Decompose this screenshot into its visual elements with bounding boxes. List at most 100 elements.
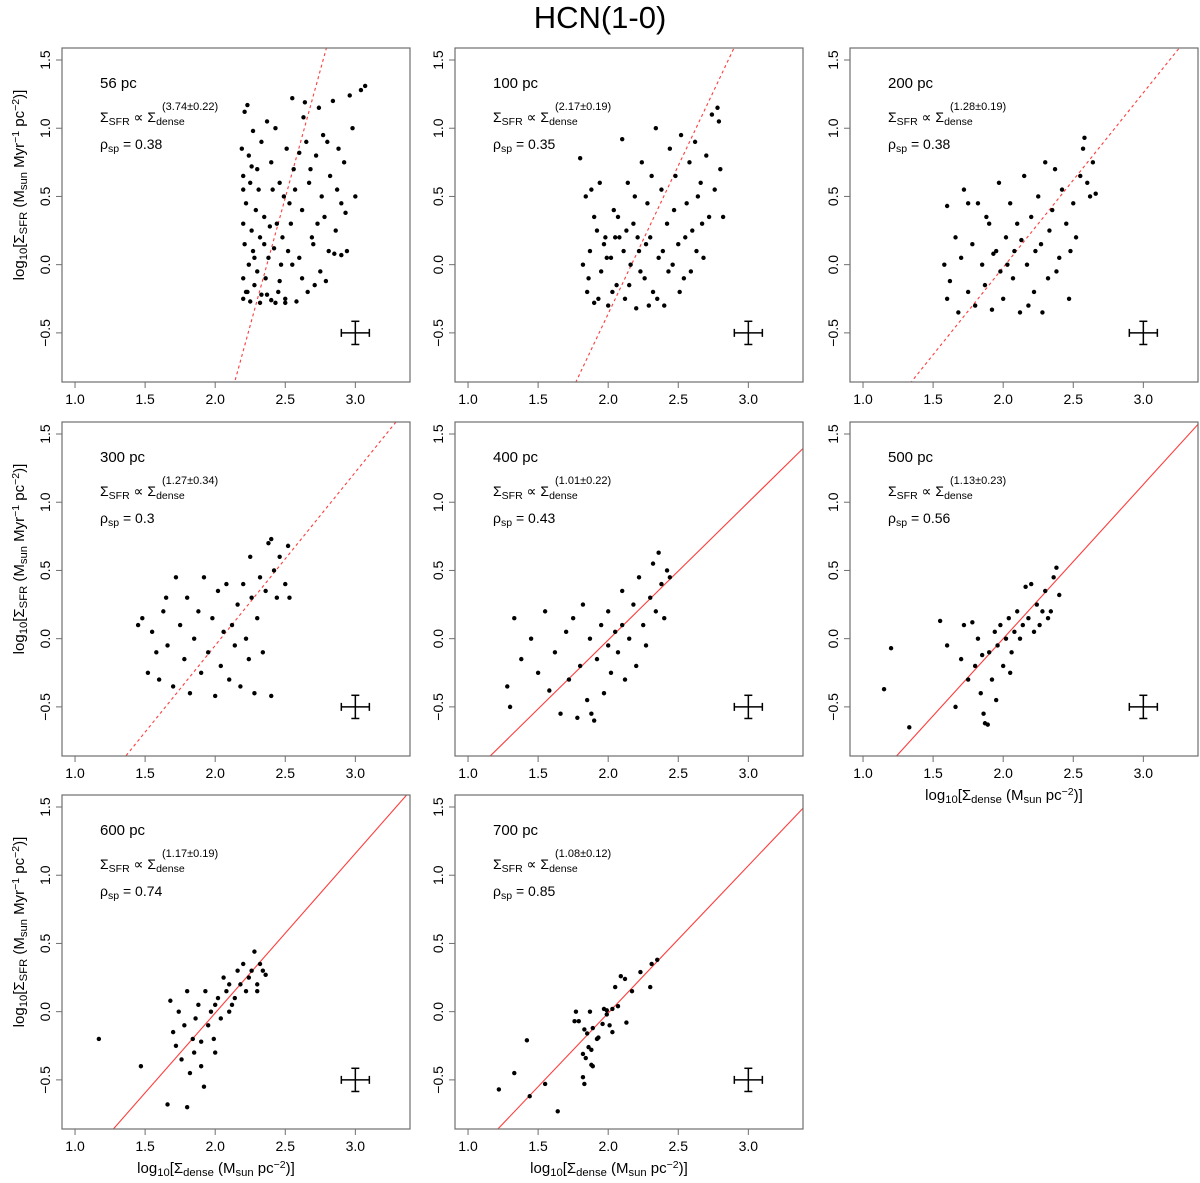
data-point: [306, 180, 312, 186]
y-tick-label: 1.5: [37, 50, 53, 70]
y-tick-label: −0.5: [825, 319, 841, 347]
label-fragment: ∝ Σ: [523, 483, 550, 499]
data-point: [642, 276, 647, 281]
data-point: [257, 961, 263, 967]
data-point: [165, 643, 170, 648]
y-tick-label: 0.5: [430, 934, 446, 954]
data-point: [271, 246, 277, 251]
label-fragment: SFR: [897, 116, 918, 128]
data-point: [276, 289, 281, 295]
data-point: [992, 629, 997, 635]
data-point: [528, 636, 534, 641]
y-tick-label: −0.5: [37, 1066, 53, 1094]
data-point: [201, 575, 207, 580]
data-point: [273, 126, 278, 131]
data-point: [944, 203, 950, 209]
label-fragment: ∝ Σ: [918, 109, 945, 125]
data-point: [942, 262, 947, 267]
label-fragment: )]: [11, 837, 28, 846]
data-point: [1031, 289, 1037, 295]
data-point: [168, 998, 173, 1003]
data-point: [1003, 636, 1009, 641]
y-tick-label: 1.5: [430, 797, 446, 817]
data-point: [937, 618, 943, 624]
data-point: [283, 581, 288, 587]
y-tick-label: 0.5: [37, 561, 53, 581]
label-fragment: SFR: [109, 490, 130, 502]
data-point: [612, 629, 618, 635]
data-point: [264, 292, 270, 297]
power-law-exponent: (1.27±0.34): [162, 475, 218, 487]
panel-56pc: 1.0 1.5 2.0 2.5 3.0−0.50.00.51.01.556 pcΣSFR…: [10, 47, 411, 407]
power-law-exponent: (1.28±0.19): [950, 101, 1006, 113]
data-point: [135, 622, 141, 628]
data-point: [989, 677, 995, 682]
data-point: [238, 684, 243, 689]
data-point: [555, 1109, 560, 1114]
data-point: [580, 262, 586, 267]
data-point: [985, 722, 990, 727]
data-point: [577, 156, 583, 161]
data-point: [624, 228, 629, 233]
data-point: [248, 299, 253, 304]
plot-frame: [61, 47, 411, 383]
x-tick-label: 1.0: [458, 765, 478, 781]
data-point: [260, 968, 266, 973]
data-point: [241, 296, 246, 301]
data-point: [201, 1084, 207, 1089]
data-point: [1043, 588, 1048, 594]
label-fragment: sun: [18, 172, 30, 190]
data-point: [1045, 276, 1051, 281]
data-point: [353, 194, 358, 199]
data-point: [610, 289, 615, 295]
data-point: [496, 1087, 502, 1092]
data-point: [580, 1051, 586, 1057]
data-point: [301, 115, 306, 120]
data-point: [215, 588, 221, 594]
data-point: [979, 652, 985, 658]
fit-line: [125, 422, 397, 756]
data-point: [235, 602, 240, 607]
data-point: [145, 670, 151, 675]
label-fragment: dense: [156, 116, 185, 128]
x-tick-label: 2.0: [598, 391, 618, 407]
rho-sub: sp: [501, 890, 512, 902]
data-point: [358, 87, 364, 93]
data-point: [270, 187, 275, 192]
data-point: [584, 289, 590, 295]
data-point: [563, 629, 569, 635]
data-point: [243, 988, 249, 994]
x-tick-label: 2.0: [205, 391, 225, 407]
label-fragment: Σ: [888, 483, 897, 499]
data-point: [993, 248, 999, 254]
data-point: [1009, 650, 1014, 655]
x-axis-label: log10[Σdense (Msun pc−2)]: [530, 1159, 688, 1179]
fit-line: [497, 807, 803, 1129]
data-point: [589, 711, 594, 716]
data-point: [252, 691, 257, 696]
data-point: [210, 615, 215, 621]
power-law-relation: ΣSFR ∝ Σdense: [888, 109, 973, 128]
x-tick-label: 2.0: [598, 765, 618, 781]
x-tick-label: 3.0: [739, 765, 759, 781]
label-fragment: −1: [10, 505, 22, 517]
data-point: [208, 1009, 214, 1014]
data-point: [308, 166, 313, 172]
label-fragment: log: [11, 1007, 28, 1027]
data-point: [972, 303, 978, 308]
label-fragment: 10: [18, 248, 30, 261]
data-point: [182, 656, 187, 662]
panel-scale-label: 200 pc: [888, 75, 934, 92]
data-point: [634, 663, 639, 669]
data-point: [590, 1064, 595, 1069]
data-point: [1068, 248, 1073, 254]
data-point: [635, 235, 640, 240]
data-point: [1024, 262, 1030, 267]
data-point: [1015, 221, 1020, 226]
data-point: [572, 1019, 577, 1024]
data-point: [184, 1104, 190, 1110]
data-point: [227, 1009, 232, 1014]
rho-value: 0.74: [135, 883, 162, 899]
data-point: [591, 214, 597, 220]
data-point: [299, 276, 305, 281]
